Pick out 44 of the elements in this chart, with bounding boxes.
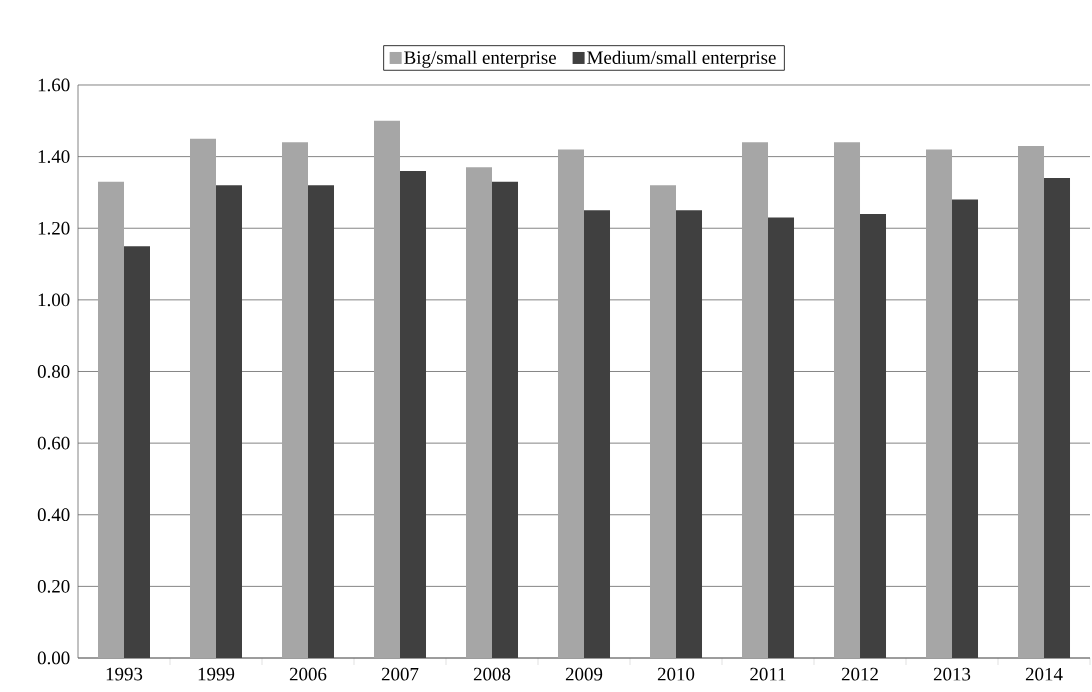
x-tick-label: 2011 <box>750 667 786 681</box>
y-tick-label: 0.20 <box>37 579 70 593</box>
bar <box>190 138 216 658</box>
x-tick-label: 1999 <box>198 667 235 681</box>
x-tick-label: 2007 <box>381 667 419 681</box>
legend-label: Big/small enterprise <box>404 50 556 68</box>
bar <box>860 213 887 658</box>
x-tick-label: 2008 <box>473 667 511 681</box>
x-tick-label: 2014 <box>1025 667 1063 681</box>
bar <box>834 142 861 658</box>
bar <box>1044 178 1071 658</box>
y-tick-label: 0.80 <box>37 365 70 378</box>
y-tick-label: 0.60 <box>37 436 70 450</box>
x-tick-label: 2009 <box>565 667 603 681</box>
bar <box>374 120 400 658</box>
x-tick-label: 2010 <box>657 667 695 681</box>
bar <box>558 149 584 658</box>
bar <box>742 142 769 658</box>
bar <box>466 167 492 658</box>
y-tick-label: 1.00 <box>38 293 70 307</box>
bar <box>952 199 979 658</box>
bar <box>1018 145 1045 658</box>
bar <box>676 210 703 658</box>
bar <box>584 210 610 658</box>
bar <box>768 217 795 658</box>
x-tick-label: 2012 <box>841 667 878 681</box>
bar <box>98 181 124 658</box>
bar <box>400 170 426 658</box>
x-tick-label: 2013 <box>933 667 971 681</box>
bar <box>926 149 953 658</box>
x-tick-label: 2006 <box>289 667 327 681</box>
bar <box>124 246 150 658</box>
y-tick-label: 1.40 <box>38 150 70 164</box>
bar <box>650 185 676 658</box>
y-tick-label: 1.60 <box>38 78 70 92</box>
y-tick-label: 0.00 <box>37 651 70 665</box>
bar <box>308 185 334 658</box>
legend-label: Medium/small enterprise <box>587 50 776 68</box>
y-tick-label: 1.20 <box>38 221 70 235</box>
x-tick-label: 1993 <box>106 667 143 681</box>
bar <box>282 142 308 658</box>
bar <box>492 181 518 658</box>
y-tick-label: 0.40 <box>37 508 70 522</box>
bar <box>216 185 242 658</box>
